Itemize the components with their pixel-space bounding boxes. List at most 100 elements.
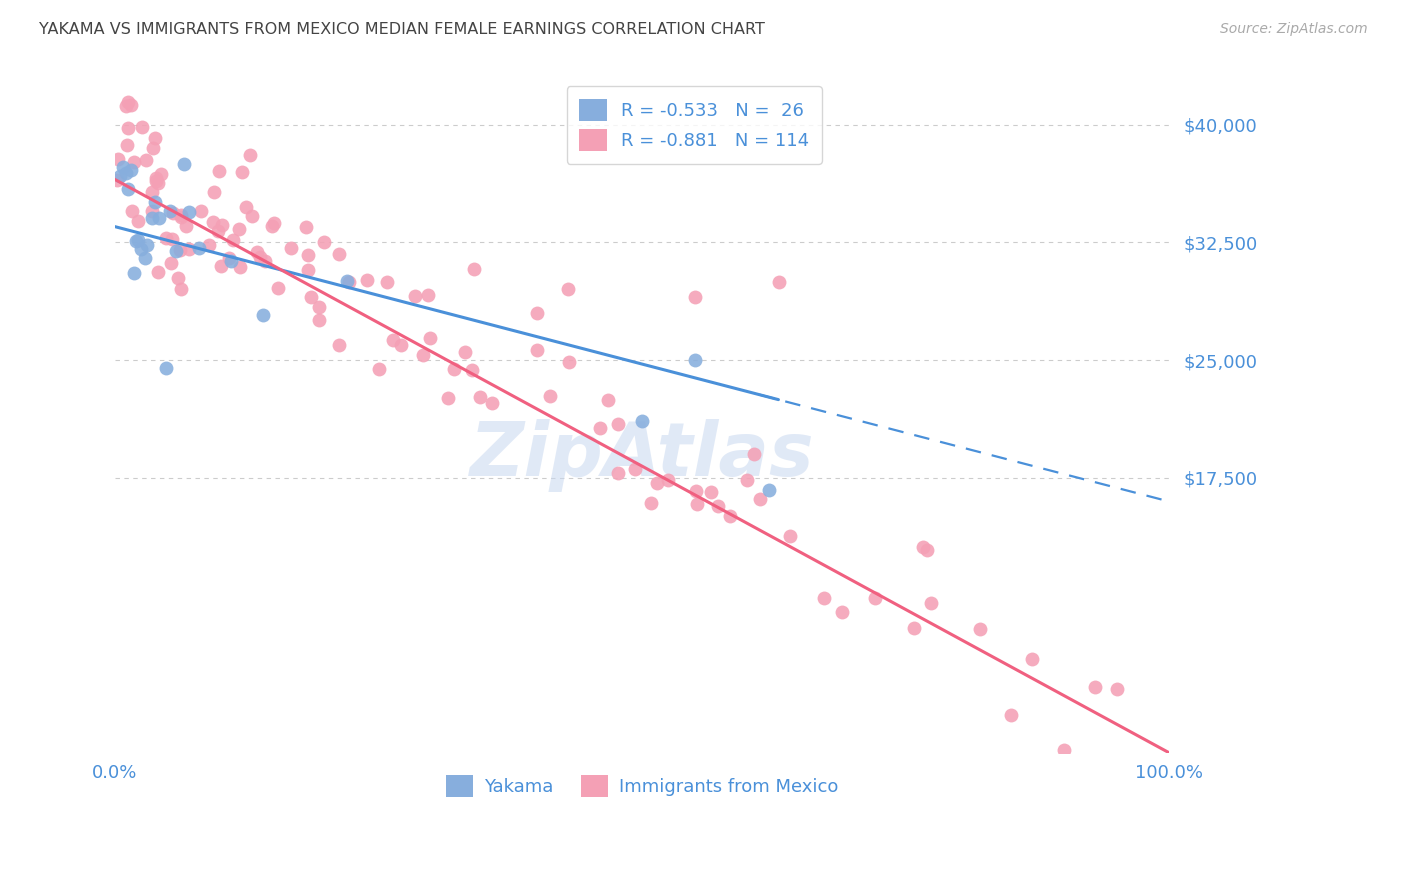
- Point: [120, 98, 142, 112]
- Point: [356, 273, 378, 287]
- Point: [718, 508, 741, 523]
- Point: [308, 300, 330, 314]
- Point: [177, 242, 200, 256]
- Point: [280, 241, 302, 255]
- Point: [297, 248, 319, 262]
- Point: [903, 621, 925, 635]
- Point: [1021, 652, 1043, 666]
- Point: [606, 417, 628, 431]
- Point: [295, 220, 318, 235]
- Point: [443, 361, 465, 376]
- Point: [419, 331, 441, 345]
- Point: [121, 204, 143, 219]
- Point: [538, 389, 561, 403]
- Point: [969, 622, 991, 636]
- Point: [170, 282, 193, 296]
- Point: [124, 154, 146, 169]
- Point: [297, 262, 319, 277]
- Point: [239, 148, 262, 162]
- Point: [418, 288, 440, 302]
- Point: [143, 195, 166, 210]
- Point: [127, 214, 149, 228]
- Point: [173, 157, 195, 171]
- Point: [921, 596, 943, 610]
- Point: [221, 233, 243, 247]
- Point: [115, 138, 138, 153]
- Point: [166, 271, 188, 285]
- Point: [337, 276, 360, 290]
- Point: [117, 182, 139, 196]
- Point: [117, 121, 139, 136]
- Point: [190, 204, 212, 219]
- Point: [863, 591, 886, 605]
- Point: [159, 256, 181, 270]
- Point: [685, 483, 707, 498]
- Point: [267, 281, 290, 295]
- Point: [114, 166, 136, 180]
- Point: [149, 167, 172, 181]
- Point: [558, 355, 581, 369]
- Point: [683, 353, 706, 368]
- Point: [208, 164, 231, 178]
- Point: [813, 591, 835, 606]
- Point: [107, 152, 129, 166]
- Point: [240, 210, 263, 224]
- Point: [254, 254, 277, 268]
- Point: [125, 234, 148, 248]
- Point: [328, 246, 350, 260]
- Point: [657, 473, 679, 487]
- Point: [640, 496, 662, 510]
- Point: [235, 201, 257, 215]
- Point: [148, 265, 170, 279]
- Point: [596, 393, 619, 408]
- Point: [169, 243, 191, 257]
- Point: [779, 529, 801, 543]
- Point: [249, 250, 271, 264]
- Point: [1053, 742, 1076, 756]
- Point: [197, 238, 219, 252]
- Point: [211, 218, 233, 232]
- Point: [252, 308, 274, 322]
- Text: ZipAtlas: ZipAtlas: [470, 419, 814, 492]
- Point: [737, 473, 759, 487]
- Point: [263, 216, 285, 230]
- Point: [231, 165, 253, 179]
- Point: [114, 99, 136, 113]
- Point: [375, 275, 398, 289]
- Point: [201, 215, 224, 229]
- Point: [141, 204, 163, 219]
- Point: [209, 259, 232, 273]
- Point: [683, 290, 706, 304]
- Point: [404, 289, 426, 303]
- Point: [148, 211, 170, 225]
- Point: [177, 204, 200, 219]
- Point: [117, 95, 139, 109]
- Point: [336, 274, 359, 288]
- Point: [1084, 681, 1107, 695]
- Point: [831, 605, 853, 619]
- Point: [188, 241, 211, 255]
- Point: [686, 497, 709, 511]
- Point: [299, 290, 322, 304]
- Point: [260, 219, 283, 233]
- Point: [526, 343, 548, 358]
- Point: [112, 161, 135, 175]
- Point: [526, 306, 548, 320]
- Point: [328, 338, 350, 352]
- Point: [135, 153, 157, 168]
- Point: [141, 185, 163, 199]
- Point: [159, 203, 181, 218]
- Point: [131, 242, 153, 256]
- Point: [706, 499, 728, 513]
- Point: [141, 211, 163, 226]
- Point: [170, 211, 193, 225]
- Point: [308, 313, 330, 327]
- Point: [758, 483, 780, 498]
- Point: [120, 163, 142, 178]
- Point: [145, 171, 167, 186]
- Point: [389, 337, 412, 351]
- Point: [246, 245, 269, 260]
- Point: [176, 219, 198, 234]
- Point: [557, 283, 579, 297]
- Point: [219, 254, 242, 268]
